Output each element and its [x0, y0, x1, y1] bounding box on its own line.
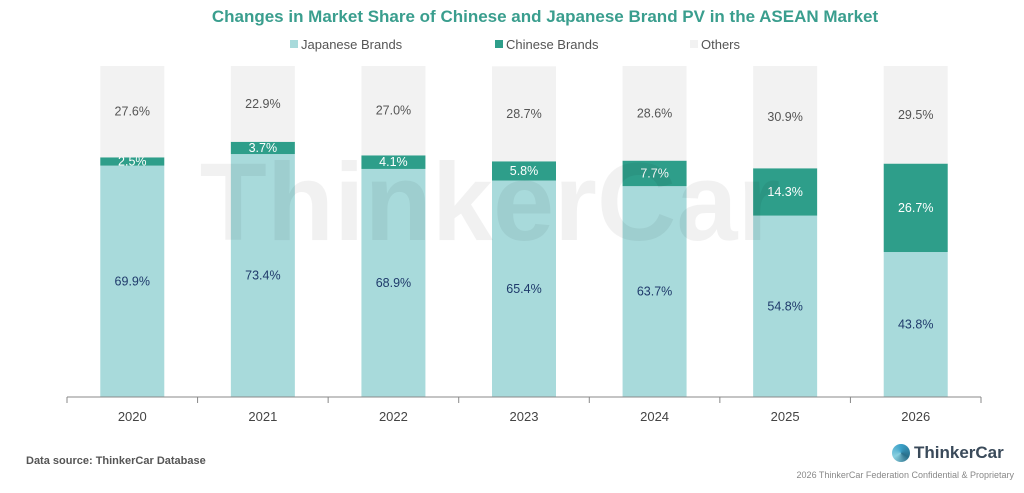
- bar-others-2026: [883, 66, 948, 164]
- data-label: 30.9%: [767, 110, 802, 124]
- x-tick-label: 2020: [118, 409, 147, 424]
- bar-japanese-brands-2022: [361, 168, 426, 397]
- x-tick-label: 2026: [901, 409, 930, 424]
- x-tick-label: 2023: [510, 409, 539, 424]
- data-label: 65.4%: [506, 282, 541, 296]
- logo-icon: [892, 444, 910, 462]
- legend-swatch-0: [290, 40, 298, 48]
- bar-chinese-brands-2024: [622, 160, 687, 187]
- bar-chinese-brands-2020: [100, 157, 165, 166]
- data-label: 54.8%: [767, 299, 802, 313]
- legend-label-0: Japanese Brands: [301, 37, 403, 52]
- x-tick-label: 2022: [379, 409, 408, 424]
- data-label: 14.3%: [767, 185, 802, 199]
- bar-others-2022: [361, 66, 426, 156]
- bar-chinese-brands-2021: [230, 141, 295, 155]
- x-tick-label: 2024: [640, 409, 669, 424]
- bar-japanese-brands-2026: [883, 252, 948, 397]
- watermark: ThinkerCar: [200, 141, 781, 264]
- bar-others-2024: [622, 66, 687, 161]
- data-label: 2.5%: [118, 154, 147, 168]
- bar-japanese-brands-2025: [753, 215, 818, 397]
- bar-others-2023: [492, 66, 556, 162]
- bar-japanese-brands-2023: [492, 180, 556, 397]
- bar-chinese-brands-2026: [883, 163, 948, 253]
- data-label: 3.7%: [249, 141, 278, 155]
- bar-chinese-brands-2022: [361, 155, 426, 169]
- brand-logo: ThinkerCar: [892, 443, 1004, 463]
- data-label: 26.7%: [898, 201, 933, 215]
- bar-japanese-brands-2020: [100, 165, 165, 397]
- bars: 69.9% 2.5% 27.6% 73.4% 3.7% 22.9% 68.9% 4.1% 27.…: [100, 66, 948, 397]
- bar-others-2021: [230, 66, 295, 142]
- data-label: 5.8%: [510, 164, 539, 178]
- data-label: 22.9%: [245, 97, 280, 111]
- legend-swatch-2: [690, 40, 698, 48]
- bar-others-2020: [100, 66, 165, 158]
- bar-chinese-brands-2025: [753, 168, 818, 216]
- legend-label-1: Chinese Brands: [506, 37, 599, 52]
- data-label: 63.7%: [637, 285, 672, 299]
- bar-chinese-brands-2023: [492, 161, 556, 181]
- x-tick-label: 2025: [771, 409, 800, 424]
- data-label: 27.0%: [376, 104, 411, 118]
- bar-japanese-brands-2021: [230, 154, 295, 397]
- data-label: 73.4%: [245, 269, 280, 283]
- x-tick-label: 2021: [248, 409, 277, 424]
- data-label: 28.6%: [637, 106, 672, 120]
- x-axis: 2020 2021 2022 2023 2024 2025 2026: [66, 396, 982, 424]
- data-label: 7.7%: [640, 166, 669, 180]
- data-label: 27.6%: [115, 105, 150, 119]
- data-source: Data source: ThinkerCar Database: [26, 455, 206, 467]
- copyright: 2026 ThinkerCar Federation Confidential …: [796, 470, 1014, 480]
- data-label: 4.1%: [379, 155, 408, 169]
- legend-label-2: Others: [701, 37, 741, 52]
- data-label: 43.8%: [898, 318, 933, 332]
- data-label: 69.9%: [115, 274, 150, 288]
- bar-japanese-brands-2024: [622, 186, 687, 397]
- logo-text: ThinkerCar: [914, 443, 1004, 462]
- data-label: 28.7%: [506, 107, 541, 121]
- data-label: 29.5%: [898, 108, 933, 122]
- bar-others-2025: [753, 66, 818, 169]
- legend-swatch-1: [495, 40, 503, 48]
- legend: Japanese Brands Chinese Brands Others: [290, 37, 741, 52]
- data-label: 68.9%: [376, 276, 411, 290]
- chart-title: Changes in Market Share of Chinese and J…: [212, 7, 879, 26]
